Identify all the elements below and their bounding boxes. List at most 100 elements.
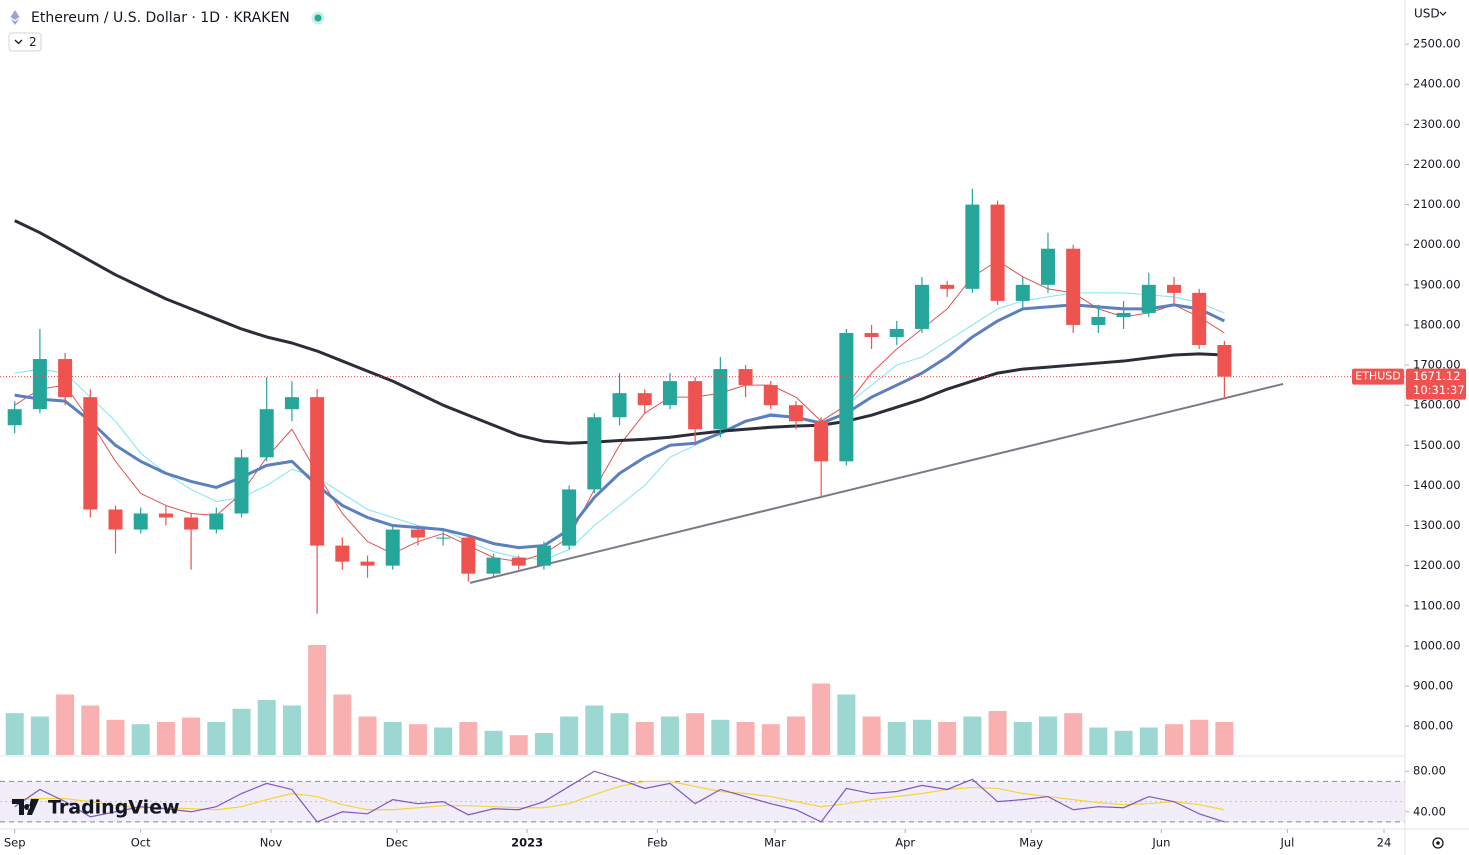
candle-body [335, 545, 350, 562]
volume-bar [560, 716, 579, 755]
candle-body [133, 513, 148, 530]
candle-body [940, 284, 955, 289]
volume-bar [106, 719, 125, 755]
chart-title: Ethereum / U.S. Dollar · 1D · KRAKEN [31, 10, 290, 26]
volume-bar [988, 711, 1007, 755]
volume-bar [1038, 716, 1057, 755]
y-tick-label: 1600.00 [1413, 398, 1461, 412]
candle-body [284, 397, 299, 410]
x-tick-label: May [1019, 836, 1043, 850]
y-tick-label: 2100.00 [1413, 197, 1461, 211]
candle-body [58, 359, 73, 398]
rsi-tick-label: 80.00 [1413, 764, 1446, 778]
candle-body [209, 513, 224, 530]
price-tag-value: 1671.12 [1413, 369, 1461, 383]
x-tick-label: Feb [647, 836, 667, 850]
brand-name[interactable]: TradingView [48, 797, 180, 819]
price-tag [1406, 368, 1466, 400]
candle-body [32, 359, 47, 410]
volume-bar [1164, 724, 1183, 755]
candle-body [234, 457, 249, 514]
volume-bar [610, 713, 629, 755]
candle-body [360, 561, 375, 566]
volume-bar [5, 713, 24, 755]
indicator-count[interactable]: 2 [29, 35, 37, 49]
candle-body [1166, 284, 1181, 293]
volume-bar [1064, 713, 1083, 755]
brand-logo[interactable]: TradingView [12, 797, 180, 819]
rsi-line [14, 770, 1225, 823]
candle-body [410, 529, 425, 538]
candle-body [7, 409, 22, 426]
volume-bar [81, 705, 100, 755]
volume-bar [333, 694, 352, 755]
candle-body [83, 397, 98, 510]
volume-bar [1215, 722, 1234, 755]
y-tick-label: 2000.00 [1413, 237, 1461, 251]
volume-bar [1114, 730, 1133, 755]
candle-body [310, 397, 325, 546]
candle-body [990, 204, 1005, 301]
indicators-toggle[interactable] [8, 32, 42, 52]
y-tick-label: 1400.00 [1413, 478, 1461, 492]
candle-body [562, 489, 577, 546]
y-tick-label: 2300.00 [1413, 117, 1461, 131]
candle-body [511, 557, 526, 566]
candle-body [637, 393, 652, 406]
currency-label[interactable]: USD [1414, 7, 1440, 21]
candle-body [914, 284, 929, 329]
candle-body [1141, 284, 1156, 313]
trendline [469, 382, 1284, 584]
chevron [14, 39, 23, 45]
volume-bar [358, 716, 377, 755]
candle-body [436, 537, 451, 539]
volume-bar [635, 722, 654, 755]
symbol-tag-text: ETHUSD [1355, 370, 1400, 383]
volume-bar [862, 716, 881, 755]
candle-body [814, 421, 829, 462]
candle-body [738, 369, 753, 386]
volume-bar [459, 722, 478, 755]
status-dot [314, 14, 322, 22]
candle-body [385, 529, 400, 566]
y-tick-label: 1000.00 [1413, 638, 1461, 652]
candle-body [1192, 292, 1207, 346]
candle-body [688, 381, 703, 430]
moving-average [14, 219, 1225, 445]
y-tick-label: 2200.00 [1413, 157, 1461, 171]
x-tick-label: Oct [131, 836, 151, 850]
candle-body [1091, 316, 1106, 325]
volume-bar [1013, 722, 1032, 755]
candle-body [1066, 248, 1081, 325]
volume-bar [408, 724, 427, 755]
candle-body [864, 332, 879, 337]
volume-bar [232, 708, 251, 755]
volume-bar [585, 705, 604, 755]
volume-bar [509, 735, 528, 755]
candle-body [1116, 312, 1131, 317]
candle-body [1217, 345, 1232, 377]
currency-chevron [1439, 11, 1447, 16]
volume-bar [660, 716, 679, 755]
volume-bar [182, 717, 201, 755]
volume-bar [308, 645, 327, 755]
candle-body [184, 517, 199, 530]
volume-bar [207, 722, 226, 755]
y-tick-label: 900.00 [1413, 678, 1453, 692]
candle-body [461, 537, 476, 574]
volume-bar [786, 716, 805, 755]
y-tick-label: 1800.00 [1413, 317, 1461, 331]
x-tick-label: 2023 [511, 836, 543, 850]
volume-bar [686, 713, 705, 755]
rsi-tick-label: 40.00 [1413, 804, 1446, 818]
volume-bar [761, 724, 780, 755]
candle-body [587, 417, 602, 490]
x-tick-label: Apr [895, 836, 915, 850]
volume-bar [282, 705, 301, 755]
settings-icon[interactable] [1432, 837, 1444, 849]
candle-body [788, 405, 803, 422]
x-tick-label: Nov [260, 836, 283, 850]
candle-body [612, 393, 627, 418]
